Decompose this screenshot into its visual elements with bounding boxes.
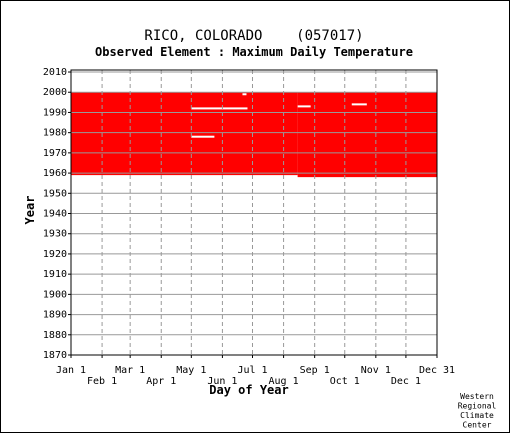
y-tick-label: 2000 [43,87,67,98]
x-tick-label: Sep 1 [300,365,330,376]
y-axis: 1870 1880 1890 1900 1910 1920 1930 1940 1950 1960… [43,67,71,361]
y-tick-label: 1910 [43,269,67,280]
missing-data-gap [351,103,367,106]
missing-data-gap [297,105,311,108]
y-tick-label: 1880 [43,330,67,341]
x-tick-label: Nov 1 [361,365,391,376]
y-tick-label: 1870 [43,350,67,361]
x-tick-label: Oct 1 [330,376,360,387]
y-tick-label: 2010 [43,67,67,78]
y-tick-label: 1940 [43,209,67,220]
x-tick-label: Apr 1 [146,376,176,387]
credit-line: Center [463,421,492,430]
missing-data-gap [191,135,215,138]
y-axis-label: Year [23,196,37,225]
missing-data-gap [191,107,248,110]
missing-data-gap [242,93,247,96]
x-tick-label: Jul 1 [237,365,267,376]
chart-title: RICO, COLORADO (057017) [144,28,363,44]
x-tick-label: Mar 1 [115,365,145,376]
y-tick-label: 1960 [43,168,67,179]
y-tick-label: 1970 [43,148,67,159]
grid-layer [71,70,437,355]
chart-subtitle: Observed Element : Maximum Daily Tempera… [95,45,413,59]
x-tick-label: Jun 1 [207,376,237,387]
coverage-block [71,92,298,176]
credit-line: Regional [458,402,497,411]
y-tick-label: 1900 [43,289,67,300]
y-tick-label: 1890 [43,310,67,321]
y-tick-label: 1990 [43,107,67,118]
plot-area-border [70,69,438,356]
x-tick-label: Dec 1 [391,376,421,387]
x-tick-label: Jan 1 [56,365,86,376]
y-tick-label: 1950 [43,188,67,199]
credit-line: Western [460,392,494,401]
x-tick-label: Aug 1 [269,376,299,387]
x-axis: Jan 1 Mar 1 May 1 Jul 1 Sep 1 Nov 1 Dec 31 Feb … [56,355,455,387]
y-tick-label: 1930 [43,229,67,240]
x-tick-label: Feb 1 [87,376,117,387]
data-layer [71,92,437,178]
x-tick-label: May 1 [176,365,206,376]
x-axis-label: Day of Year [209,383,288,397]
coverage-block [297,92,437,178]
credit-line: Climate [460,411,494,420]
x-tick-label: Dec 31 [419,365,455,376]
y-tick-label: 1980 [43,128,67,139]
y-tick-label: 1920 [43,249,67,260]
